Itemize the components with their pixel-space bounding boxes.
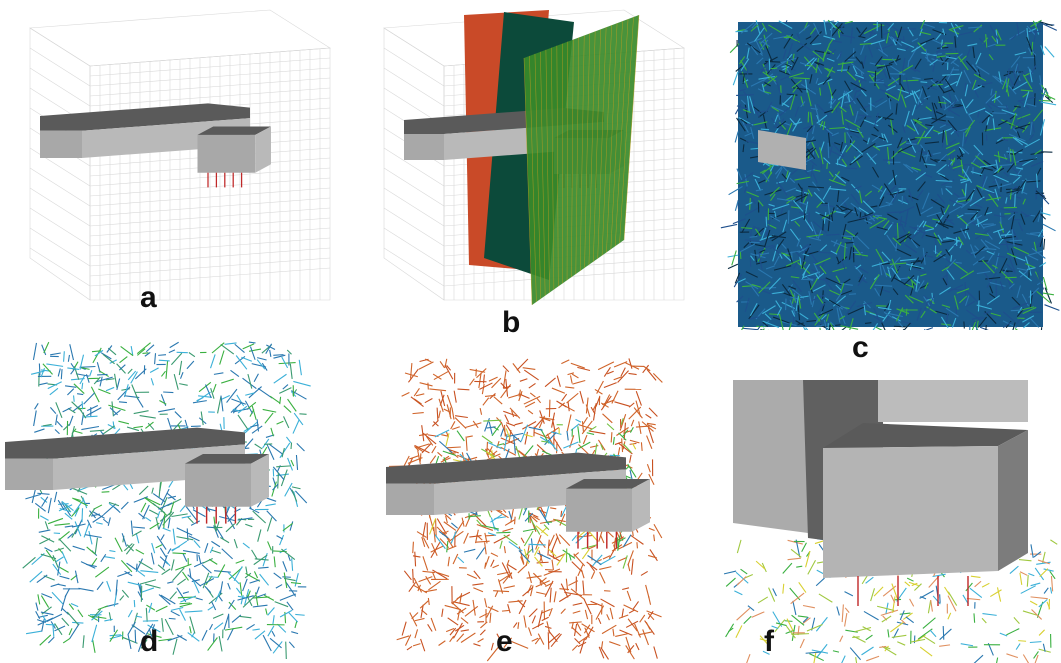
panel-a: a xyxy=(0,0,354,330)
block-front xyxy=(823,446,998,578)
panel-f-graphic xyxy=(723,380,1058,663)
fracture-network xyxy=(720,19,1060,330)
panel-c-label: c xyxy=(852,331,869,364)
panel-c-graphic xyxy=(720,19,1060,330)
panel-f: f xyxy=(708,338,1061,663)
panel-b-label: b xyxy=(502,306,521,339)
panel-a-graphic xyxy=(29,9,331,301)
block-side xyxy=(998,430,1028,571)
fracture-network xyxy=(22,341,311,660)
panel-b: b xyxy=(354,0,708,338)
rock-bolts xyxy=(577,531,618,549)
rock-bolts xyxy=(207,172,243,188)
underground-structure xyxy=(40,103,271,188)
tunnel-opening xyxy=(758,130,806,170)
plane-mesh xyxy=(523,14,640,306)
panel-c xyxy=(708,0,1061,330)
panel-a-label: a xyxy=(140,281,157,314)
panel-d-graphic xyxy=(5,341,311,660)
underground-structure xyxy=(386,452,650,549)
panel-f-label: f xyxy=(764,625,774,658)
rock-bolts xyxy=(196,506,237,524)
panel-d: d xyxy=(0,338,354,663)
panel-b-graphic xyxy=(383,9,685,306)
underground-structure xyxy=(5,427,269,524)
panel-d-label: d xyxy=(140,625,159,658)
panel-e-graphic xyxy=(386,358,663,662)
block-top xyxy=(823,423,1028,448)
panel-e: e xyxy=(354,338,708,663)
rock-bolts xyxy=(857,576,969,606)
mesh-grid xyxy=(29,9,331,301)
plane-green xyxy=(524,15,639,305)
panel-e-label: e xyxy=(496,625,513,658)
ceiling-slab xyxy=(878,380,1028,422)
